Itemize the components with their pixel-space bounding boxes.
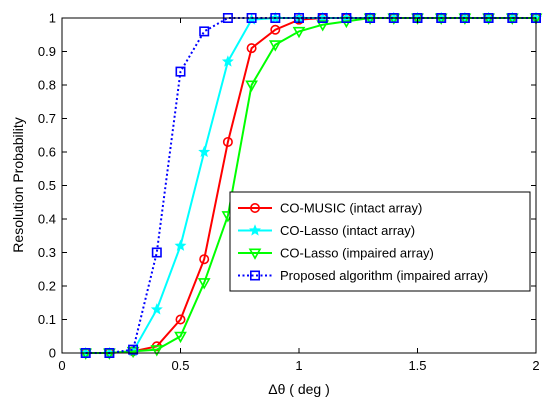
- y-tick-label: 0.1: [38, 312, 56, 327]
- data-point-co-music-intact-array-5: [175, 314, 186, 325]
- y-tick-label: 0.6: [38, 145, 56, 160]
- legend-entry-co-lasso-intact-array: CO-Lasso (intact array): [238, 223, 415, 238]
- plot-area: [62, 18, 536, 353]
- data-point-proposed-algorithm-impaired-array-6: [199, 26, 210, 37]
- data-point-co-music-intact-array-6: [199, 254, 210, 265]
- legend-label: Proposed algorithm (impaired array): [280, 268, 488, 283]
- legend-entry-co-music-intact-array: CO-MUSIC (intact array): [238, 201, 422, 216]
- data-point-co-lasso-intact-array-6: [198, 145, 211, 158]
- legend: CO-MUSIC (intact array) CO-Lasso (intact …: [229, 191, 531, 292]
- y-tick-label: 0.2: [38, 279, 56, 294]
- data-point-co-lasso-intact-array-5: [174, 239, 187, 251]
- legend-entry-co-lasso-impaired-array: CO-Lasso (impaired array): [238, 246, 434, 261]
- data-point-co-music-intact-array-7: [222, 136, 233, 147]
- data-point-co-music-intact-array-8: [246, 43, 257, 54]
- y-tick-label: 0.5: [38, 178, 56, 193]
- x-tick-label: 0: [58, 358, 65, 373]
- legend-swatch-marker: [250, 203, 261, 214]
- data-point-co-lasso-impaired-array-10: [292, 26, 306, 39]
- x-tick-label: 0.5: [171, 358, 189, 373]
- data-point-co-lasso-intact-array-4: [150, 303, 163, 315]
- x-tick-label: 2: [532, 358, 539, 373]
- data-point-co-music-intact-array-9: [270, 24, 281, 35]
- legend-entry-proposed-algorithm-impaired-array: Proposed algorithm (impaired array): [238, 268, 488, 283]
- legend-swatch-marker: [249, 224, 261, 236]
- y-tick-label: 1: [49, 11, 56, 26]
- y-tick-label: 0: [49, 346, 56, 361]
- legend-swatch-marker: [250, 270, 261, 281]
- data-point-co-lasso-impaired-array-6: [197, 278, 211, 290]
- legend-label: CO-MUSIC (intact array): [280, 201, 422, 216]
- y-tick-label: 0.4: [38, 212, 56, 227]
- y-tick-label: 0.3: [38, 245, 56, 260]
- data-point-co-lasso-impaired-array-11: [316, 20, 330, 32]
- data-point-co-lasso-impaired-array-5: [174, 331, 187, 344]
- data-point-proposed-algorithm-impaired-array-5: [175, 66, 186, 77]
- legend-box: [229, 191, 531, 292]
- data-point-proposed-algorithm-impaired-array-3: [128, 344, 139, 355]
- x-axis-title: Δθ ( deg ): [268, 381, 330, 397]
- y-tick-label: 0.9: [38, 44, 56, 59]
- x-tick-label: 1.5: [408, 358, 426, 373]
- y-axis-title: Resolution Probability: [10, 117, 26, 252]
- data-point-co-lasso-impaired-array-4: [150, 345, 164, 357]
- data-point-proposed-algorithm-impaired-array-4: [151, 247, 162, 258]
- y-tick-label: 0.7: [38, 111, 56, 126]
- axes: 0 0.5 1 1.5 2 0 0.1 0.2 0.3 0.4 0.5 0.6 0.7 0.8 0.9 1: [38, 11, 540, 374]
- legend-swatch-marker: [248, 248, 262, 260]
- legend-label: CO-Lasso (intact array): [280, 223, 415, 238]
- y-tick-label: 0.8: [38, 78, 56, 93]
- legend-label: CO-Lasso (impaired array): [280, 246, 434, 261]
- x-tick-label: 1: [295, 358, 302, 373]
- data-point-co-lasso-impaired-array-8: [245, 80, 258, 92]
- data-point-co-lasso-intact-array-7: [221, 55, 234, 67]
- data-point-co-lasso-impaired-array-9: [268, 40, 282, 52]
